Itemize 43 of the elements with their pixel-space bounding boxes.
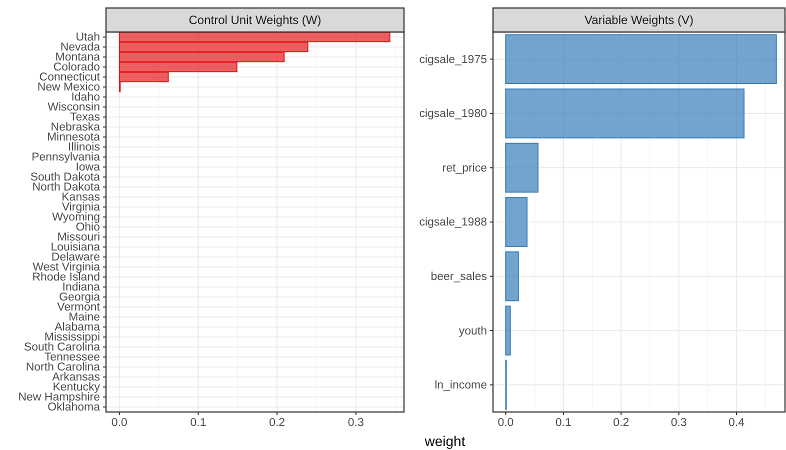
y-tick-label: Utah xyxy=(76,32,100,44)
y-tick-label: Pennsylvania xyxy=(32,152,101,164)
x-tick-label: 0.3 xyxy=(670,417,687,430)
bar xyxy=(505,197,528,247)
x-tick-label: 0.2 xyxy=(613,417,630,430)
bar xyxy=(505,306,511,356)
y-tick-label: Idaho xyxy=(71,92,100,104)
bar xyxy=(505,142,539,193)
y-tick-label: Texas xyxy=(70,112,100,124)
y-tick-label: Maine xyxy=(68,312,100,324)
y-tick-label: youth xyxy=(458,325,487,338)
y-tick-label: Mississippi xyxy=(44,332,100,344)
y-tick-label: ret_price xyxy=(442,162,487,174)
chart-title: Control Unit Weights (W) xyxy=(188,13,322,27)
y-tick-label: Missouri xyxy=(57,232,100,244)
y-tick-label: Alabama xyxy=(54,322,101,334)
bar xyxy=(505,251,519,302)
x-tick-label: 0.1 xyxy=(190,417,206,430)
y-tick-label: cigsale_1980 xyxy=(419,108,487,120)
bar xyxy=(505,88,745,138)
y-tick-label: Georgia xyxy=(59,292,101,304)
y-tick-label: New Hampshire xyxy=(18,392,100,404)
y-tick-label: beer_sales xyxy=(430,270,488,283)
y-tick-label: North Dakota xyxy=(32,182,101,194)
x-tick-label: 0.0 xyxy=(498,417,514,430)
y-tick-label: Ohio xyxy=(76,222,100,234)
y-tick-label: cigsale_1975 xyxy=(419,54,487,66)
x-tick-label: 0.0 xyxy=(111,417,128,430)
y-tick-label: Kentucky xyxy=(52,382,100,394)
x-tick-label: 0.3 xyxy=(348,417,364,430)
y-tick-label: Oklahoma xyxy=(48,402,101,414)
y-tick-label: Wyoming xyxy=(52,212,100,224)
y-tick-label: cigsale_1988 xyxy=(419,216,487,229)
y-tick-label: Nevada xyxy=(60,42,101,54)
y-tick-label: South Carolina xyxy=(24,342,101,354)
chart-title: Variable Weights (V) xyxy=(584,13,694,27)
x-axis-title: weight xyxy=(424,433,466,449)
x-tick-label: 0.2 xyxy=(269,417,286,430)
x-tick-label: 0.4 xyxy=(728,417,746,430)
x-tick-label: 0.1 xyxy=(555,417,572,430)
y-tick-label: ln_income xyxy=(434,380,487,392)
y-tick-label: Virginia xyxy=(62,202,101,214)
y-tick-label: Wisconsin xyxy=(48,102,100,114)
